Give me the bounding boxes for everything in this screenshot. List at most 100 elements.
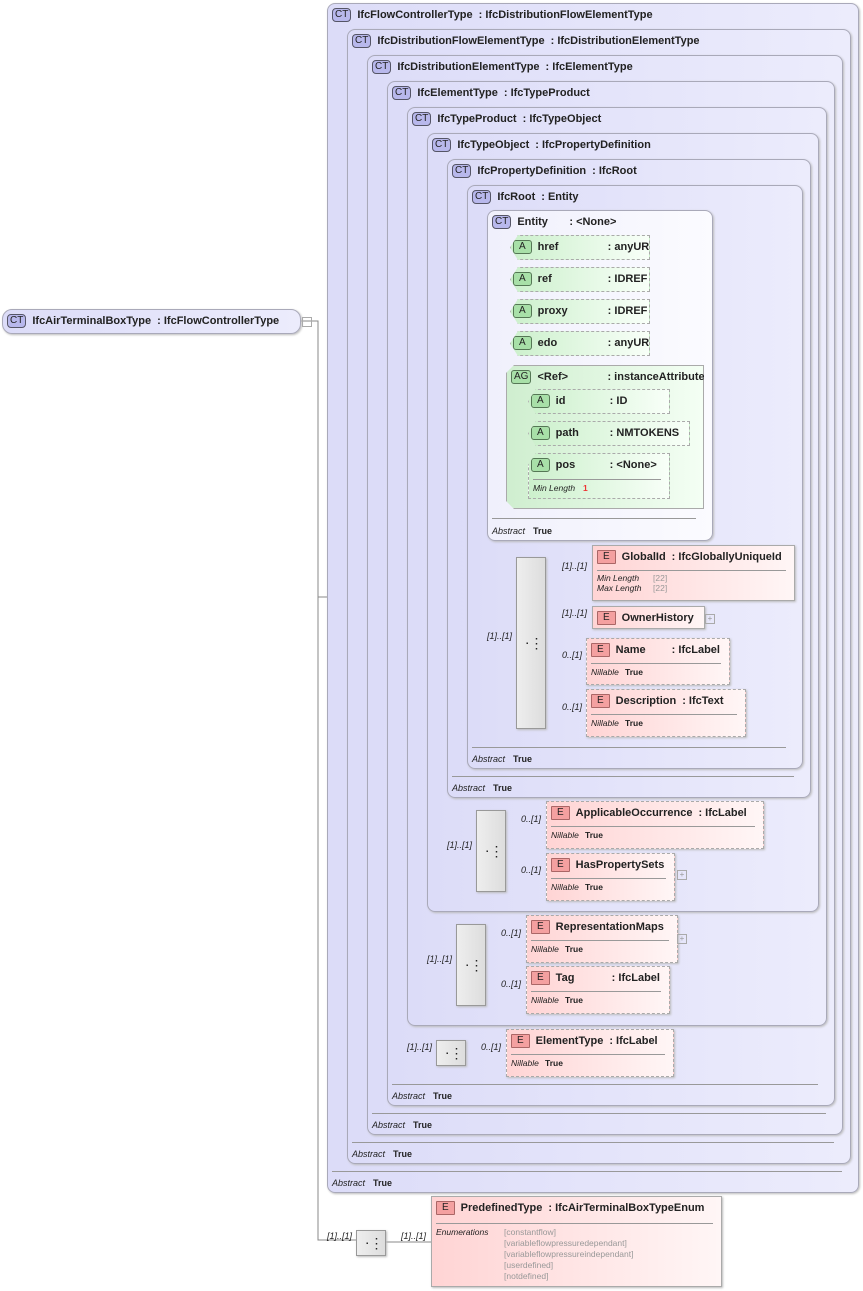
- element-description[interactable]: E Description: IfcText Nillable True: [586, 689, 746, 737]
- type-base: : IfcRoot: [592, 165, 637, 177]
- cardinality: [1]..[1]: [562, 608, 588, 618]
- cardinality: [1]..[1]: [562, 561, 588, 571]
- nillable-value: True: [565, 944, 583, 954]
- element-name: RepresentationMaps: [555, 921, 664, 933]
- enum-value: [variableflowpressuredependant]: [504, 1238, 627, 1248]
- abstract-label: Abstract: [332, 1178, 366, 1188]
- element-name: PredefinedType: [460, 1202, 543, 1214]
- nillable-label: Nillable: [551, 882, 579, 892]
- type-base: : IfcPropertyDefinition: [535, 139, 651, 151]
- nillable-value: True: [565, 995, 583, 1005]
- type-base: : <None>: [569, 216, 617, 228]
- enum-value: [variableflowpressureindependant]: [504, 1249, 634, 1259]
- element-name: HasPropertySets: [575, 859, 665, 871]
- cardinality: [1]..[1]: [447, 840, 473, 850]
- element-type: : IfcAirTerminalBoxTypeEnum: [548, 1202, 705, 1214]
- abstract-label: Abstract: [492, 526, 526, 536]
- abstract-label: Abstract: [392, 1091, 426, 1101]
- ct-icon: CT: [492, 215, 512, 229]
- type-name: Entity: [517, 216, 548, 228]
- nillable-value: True: [585, 882, 603, 892]
- expand-icon[interactable]: +: [705, 614, 715, 624]
- type-base: : IfcDistributionElementType: [550, 35, 700, 47]
- element-name: Name: [615, 644, 646, 656]
- sequence-compositor[interactable]: ⋅⋮: [456, 924, 486, 1006]
- attribute-type: : IDREF: [607, 273, 648, 285]
- ct-icon: CT: [412, 112, 432, 126]
- nillable-value: True: [585, 830, 603, 840]
- cardinality: [1]..[1]: [401, 1231, 427, 1241]
- element-type: : IfcLabel: [671, 644, 720, 656]
- sequence-icon: ⋅⋮: [445, 1045, 464, 1061]
- element-name: Description: [615, 695, 677, 707]
- element-icon: E: [511, 1034, 530, 1048]
- sequence-compositor[interactable]: ⋅⋮: [476, 810, 506, 892]
- sequence-compositor[interactable]: ⋅⋮: [436, 1040, 466, 1066]
- collapse-icon[interactable]: −: [302, 317, 312, 327]
- element-elementtype[interactable]: E ElementType: IfcLabel Nillable True: [506, 1029, 674, 1077]
- abstract-value: True: [513, 754, 533, 764]
- element-type: : IfcLabel: [698, 807, 747, 819]
- element-tag[interactable]: E Tag: IfcLabel Nillable True: [526, 966, 670, 1014]
- type-base: : IfcElementType: [545, 61, 633, 73]
- nillable-value: True: [545, 1058, 563, 1068]
- ct-icon: CT: [472, 190, 492, 204]
- type-name: IfcRoot: [497, 191, 536, 203]
- root-complex-type[interactable]: CT IfcAirTerminalBoxType: IfcFlowControll…: [2, 309, 301, 334]
- abstract-label: Abstract: [372, 1120, 406, 1130]
- element-name[interactable]: E Name: IfcLabel Nillable True: [586, 638, 730, 685]
- enum-value: [constantflow]: [504, 1227, 556, 1237]
- element-predefinedtype[interactable]: E PredefinedType : IfcAirTerminalBoxTypeEn…: [431, 1196, 722, 1287]
- abstract-value: True: [413, 1120, 433, 1130]
- expand-icon[interactable]: +: [677, 870, 687, 880]
- abstract-value: True: [373, 1178, 393, 1188]
- sequence-compositor[interactable]: ⋅⋮: [356, 1230, 386, 1256]
- element-type: : IfcLabel: [611, 972, 660, 984]
- abstract-label: Abstract: [472, 754, 506, 764]
- attribute-icon: A: [531, 394, 550, 408]
- element-icon: E: [591, 694, 610, 708]
- element-name: ApplicableOccurrence: [575, 807, 693, 819]
- facet-value: 1: [583, 483, 588, 493]
- nillable-label: Nillable: [591, 667, 619, 677]
- expand-icon[interactable]: +: [677, 934, 687, 944]
- element-type: : IfcText: [682, 695, 724, 707]
- cardinality: 0..[1]: [562, 650, 583, 660]
- abstract-value: True: [433, 1091, 453, 1101]
- attribute-icon: A: [513, 240, 532, 254]
- enum-value: [userdefined]: [504, 1260, 554, 1270]
- sequence-compositor[interactable]: ⋅⋮: [516, 557, 546, 729]
- type-name: IfcDistributionFlowElementType: [377, 35, 545, 47]
- element-ownerhistory[interactable]: E OwnerHistory: [592, 606, 705, 629]
- facet-label: Max Length: [597, 583, 642, 593]
- abstract-label: Abstract: [452, 783, 486, 793]
- enum-value: [notdefined]: [504, 1271, 549, 1281]
- cardinality: 0..[1]: [481, 1042, 502, 1052]
- ct-icon: CT: [452, 164, 472, 178]
- cardinality: 0..[1]: [521, 865, 542, 875]
- type-base: : IfcTypeObject: [522, 113, 602, 125]
- attribute-icon: A: [513, 336, 532, 350]
- abstract-label: Abstract: [352, 1149, 386, 1159]
- nillable-label: Nillable: [531, 995, 559, 1005]
- element-representationmaps[interactable]: E RepresentationMaps Nillable True: [526, 915, 678, 963]
- enumerations-label: Enumerations: [436, 1227, 489, 1237]
- element-haspropertysets[interactable]: E HasPropertySets Nillable True: [546, 853, 675, 901]
- element-applicableoccurrence[interactable]: E ApplicableOccurrence: IfcLabel Nillable…: [546, 801, 764, 849]
- sequence-icon: ⋅⋮: [485, 843, 504, 859]
- element-icon: E: [531, 920, 550, 934]
- cardinality: 0..[1]: [562, 702, 583, 712]
- element-icon: E: [436, 1201, 455, 1215]
- element-globalid[interactable]: E GlobalId: IfcGloballyUniqueId Min Lengt…: [592, 545, 795, 601]
- attribute-group-type: : instanceAttributes: [607, 371, 711, 383]
- attribute-group-name: <Ref>: [537, 371, 569, 383]
- attribute-type: : anyURI: [607, 241, 653, 253]
- cardinality: 0..[1]: [501, 979, 522, 989]
